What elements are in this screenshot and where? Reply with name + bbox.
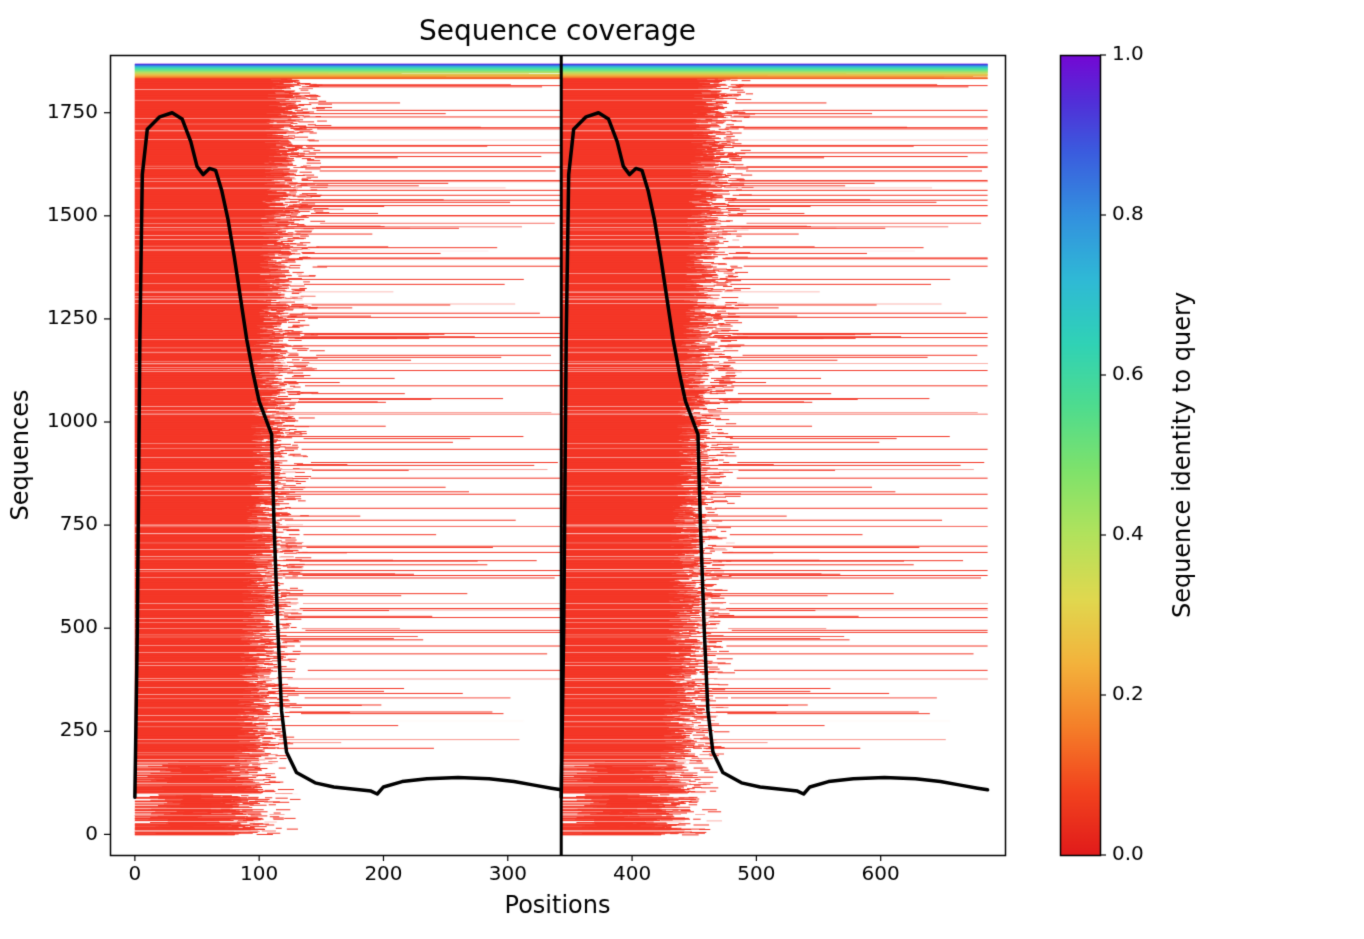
msa-coverage-plot [110, 55, 1005, 855]
colorbar [1060, 55, 1100, 855]
